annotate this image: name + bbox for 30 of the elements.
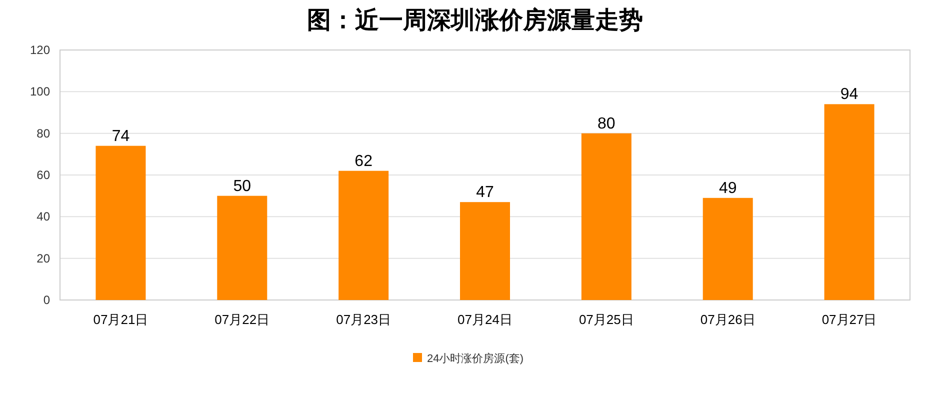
chart-title: 图：近一周深圳涨价房源量走势 xyxy=(307,7,643,34)
y-tick-label: 120 xyxy=(30,43,50,57)
y-tick-label: 20 xyxy=(36,251,50,266)
x-tick-label: 07月26日 xyxy=(700,312,756,327)
bar xyxy=(338,170,389,300)
legend-label: 24小时涨价房源(套) xyxy=(427,352,524,365)
y-tick-label: 80 xyxy=(36,126,50,140)
x-tick-label: 07月23日 xyxy=(336,312,392,327)
data-label: 50 xyxy=(233,178,252,195)
data-label: 80 xyxy=(598,115,616,132)
y-tick-label: 40 xyxy=(36,210,50,224)
data-label: 74 xyxy=(112,128,130,145)
bar xyxy=(702,198,753,300)
bar xyxy=(581,133,632,300)
data-label: 47 xyxy=(476,184,494,202)
y-tick-label: 60 xyxy=(36,168,50,182)
x-tick-label: 07月22日 xyxy=(214,312,270,327)
data-label: 94 xyxy=(840,86,858,104)
data-label: 62 xyxy=(354,152,373,170)
y-tick-label: 100 xyxy=(30,84,50,99)
bar xyxy=(217,196,268,300)
x-tick-label: 07月24日 xyxy=(458,312,512,327)
x-tick-label: 07月27日 xyxy=(822,312,877,327)
bar xyxy=(460,202,510,300)
bar xyxy=(96,146,146,300)
bar xyxy=(824,104,874,300)
y-tick-label: 0 xyxy=(43,293,50,307)
data-label: 49 xyxy=(718,180,737,197)
x-tick-label: 07月21日 xyxy=(93,312,148,327)
x-tick-label: 07月25日 xyxy=(578,312,634,327)
